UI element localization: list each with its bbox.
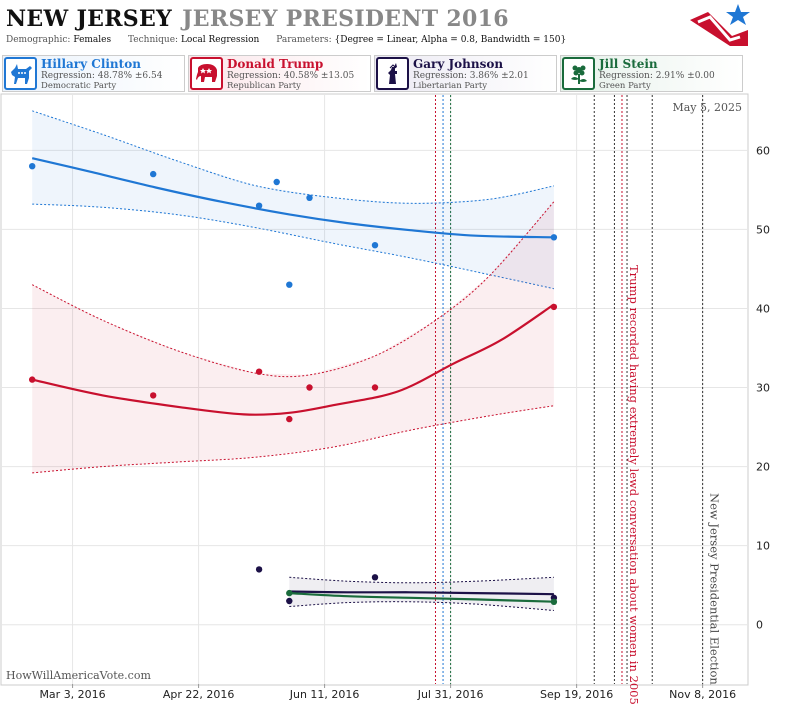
x-tick-label: Jun 11, 2016	[289, 688, 360, 701]
y-tick-label: 30	[756, 382, 770, 395]
candidate-name: Jill Stein	[599, 57, 658, 71]
poll-point-hillary-clinton	[273, 178, 280, 186]
candidate-name: Donald Trump	[227, 57, 324, 71]
x-tick-label: Jul 31, 2016	[417, 688, 484, 701]
y-tick-label: 0	[756, 619, 763, 632]
y-tick-label: 50	[756, 223, 770, 236]
date-label: May 5, 2025	[672, 101, 742, 114]
candidate-regression: Regression: 40.58% ±13.05	[227, 71, 355, 81]
band-lower-donald-trump	[32, 405, 554, 474]
confidence-bands	[31, 110, 555, 611]
y-tick-label: 60	[756, 144, 770, 157]
poll-point-gary-johnson	[371, 574, 379, 581]
poll-points	[29, 163, 558, 605]
x-tick-label: Nov 8, 2016	[669, 688, 736, 701]
parameters-label: Parameters:	[276, 35, 332, 45]
poll-point-donald-trump	[255, 368, 263, 375]
poll-point-hillary-clinton	[286, 281, 293, 288]
y-tick-label: 20	[756, 461, 770, 474]
candidate-card-johnson: Gary Johnson Regression: 3.86% ±2.01 Lib…	[374, 55, 557, 92]
parameters-value: {Degree = Linear, Alpha = 0.8, Bandwidth…	[334, 35, 567, 45]
candidate-regression: Regression: 48.78% ±6.54	[41, 71, 163, 81]
parameters-line: Demographic: Females Technique: Local Re…	[6, 35, 580, 45]
y-tick-label: 40	[756, 302, 770, 315]
flower-icon	[562, 57, 595, 90]
trend-line-gary-johnson	[289, 590, 554, 596]
poll-point-gary-johnson	[255, 566, 263, 573]
y-tick-label: 10	[756, 540, 770, 553]
state-title: NEW JERSEY	[6, 6, 173, 32]
x-tick-label: Mar 3, 2016	[39, 688, 105, 701]
candidate-name: Gary Johnson	[413, 57, 504, 71]
elephant-icon	[190, 57, 223, 90]
site-logo-icon	[690, 4, 750, 46]
poll-point-hillary-clinton	[150, 170, 157, 178]
poll-point-donald-trump	[550, 303, 558, 311]
candidate-card-clinton: Hillary Clinton Regression: 48.78% ±6.54…	[2, 55, 185, 92]
trend-line-jill-stein	[289, 592, 554, 603]
poll-point-jill-stein	[550, 598, 558, 605]
candidate-card-trump: Donald Trump Regression: 40.58% ±13.05 R…	[188, 55, 371, 92]
poll-point-gary-johnson	[286, 597, 293, 605]
candidate-regression: Regression: 2.91% ±0.00	[599, 71, 715, 81]
technique-label: Technique:	[128, 35, 179, 45]
race-title: JERSEY PRESIDENT 2016	[182, 6, 509, 32]
watermark: HowWillAmericaVote.com	[6, 669, 151, 682]
band-fill-hillary-clinton	[32, 110, 554, 289]
poll-point-hillary-clinton	[255, 202, 263, 209]
band-lower-gary-johnson	[289, 601, 554, 611]
annotation-label: New Jersey Presidential Election	[708, 493, 722, 685]
demographic-label: Demographic:	[6, 35, 71, 45]
poll-point-hillary-clinton	[29, 163, 36, 170]
band-fill-gary-johnson	[289, 577, 554, 611]
trend-line-donald-trump	[31, 303, 555, 416]
x-tick-label: Apr 22, 2016	[163, 688, 235, 701]
trend-line-hillary-clinton	[31, 157, 554, 239]
demographic-value: Females	[73, 35, 112, 45]
candidate-party: Green Party	[599, 81, 651, 91]
poll-point-donald-trump	[306, 384, 313, 391]
poll-point-donald-trump	[286, 415, 293, 423]
poll-point-hillary-clinton	[306, 194, 313, 201]
grid-layer	[2, 95, 748, 684]
annotation-label: Trump recorded having extremely lewd con…	[627, 265, 641, 704]
y-axis: 0 10 20 30 40 50 60	[756, 144, 770, 631]
x-axis: Mar 3, 2016 Apr 22, 2016 Jun 11, 2016 Jul 3…	[39, 684, 736, 701]
poll-point-donald-trump	[150, 392, 157, 399]
annotations: Trump recorded having extremely lewd con…	[627, 265, 722, 704]
candidate-party: Democratic Party	[41, 81, 117, 91]
candidate-card-stein: Jill Stein Regression: 2.91% ±0.00 Green…	[560, 55, 743, 92]
candidate-party: Libertarian Party	[413, 81, 488, 91]
poll-point-hillary-clinton	[371, 242, 379, 249]
statue-of-liberty-icon	[376, 57, 409, 90]
page-title: NEW JERSEY JERSEY PRESIDENT 2016	[6, 6, 509, 32]
plot-frame	[0, 93, 749, 686]
poll-point-donald-trump	[29, 376, 36, 383]
trend-lines	[31, 157, 555, 603]
band-lower-hillary-clinton	[32, 203, 555, 290]
band-upper-gary-johnson	[289, 576, 554, 584]
x-tick-label: Sep 19, 2016	[540, 688, 613, 701]
donkey-icon	[4, 57, 37, 90]
band-upper-hillary-clinton	[32, 110, 555, 204]
candidate-party: Republican Party	[227, 81, 301, 91]
candidate-name: Hillary Clinton	[41, 57, 141, 71]
poll-point-jill-stein	[286, 589, 293, 597]
candidate-regression: Regression: 3.86% ±2.01	[413, 71, 529, 81]
technique-value: Local Regression	[180, 35, 260, 45]
poll-point-donald-trump	[371, 384, 379, 391]
poll-point-hillary-clinton	[550, 234, 558, 241]
